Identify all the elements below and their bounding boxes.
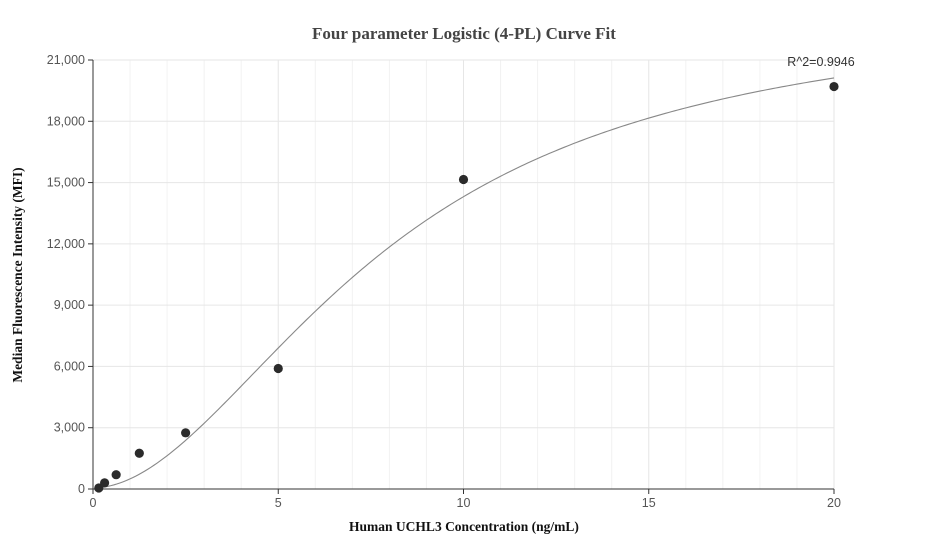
x-tick-label: 15 [642, 496, 656, 510]
x-axis-label: Human UCHL3 Concentration (ng/mL) [349, 519, 579, 534]
y-tick-label: 3,000 [54, 421, 85, 435]
y-tick-label: 12,000 [47, 237, 85, 251]
y-tick-label: 9,000 [54, 298, 85, 312]
x-tick-label: 0 [90, 496, 97, 510]
y-tick-label: 0 [78, 482, 85, 496]
minor-grid [129, 60, 798, 489]
data-points [94, 81, 839, 493]
data-point [181, 428, 191, 438]
y-tick-label: 15,000 [47, 176, 85, 190]
data-point [111, 470, 121, 480]
data-point [134, 448, 144, 458]
major-grid [93, 59, 835, 489]
y-axis-label: Median Fluorescence Intensity (MFI) [10, 167, 25, 382]
data-point [273, 363, 283, 374]
y-tick-label: 18,000 [47, 114, 85, 128]
x-tick-label: 5 [275, 496, 282, 510]
r-squared-annotation: R^2=0.9946 [787, 55, 854, 69]
x-tick-label: 20 [827, 496, 841, 510]
chart-title: Four parameter Logistic (4-PL) Curve Fit [312, 24, 616, 43]
data-point [99, 478, 110, 488]
data-point [458, 174, 469, 185]
x-axis-ticks: 0 5 10 15 20 [90, 489, 841, 510]
x-tick-label: 10 [457, 496, 471, 510]
y-axis-ticks: 0 3,000 6,000 9,000 12,000 15,000 18,000 21,000 [47, 53, 93, 496]
y-tick-label: 6,000 [54, 359, 85, 373]
fit-curve-line [98, 77, 835, 489]
data-point [829, 81, 839, 92]
y-tick-label: 21,000 [47, 53, 85, 67]
